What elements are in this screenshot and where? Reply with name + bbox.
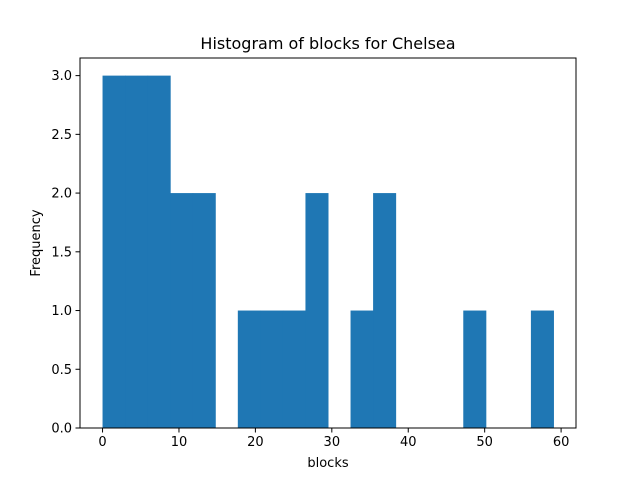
- x-tick-label: 0: [98, 435, 106, 450]
- histogram-bar-0: [102, 75, 126, 428]
- y-axis-label: Frequency: [29, 209, 44, 276]
- y-axis-ticks: 0.0 0.5 1.0 1.5 2.0 2.5 3.0: [51, 69, 80, 437]
- x-axis-label: blocks: [307, 456, 348, 471]
- x-tick-label: 30: [324, 435, 341, 450]
- y-tick-label: 1.5: [51, 245, 72, 260]
- y-tick-label: 0.0: [51, 422, 72, 437]
- x-tick-label: 50: [476, 435, 493, 450]
- x-tick-label: 20: [247, 435, 264, 450]
- y-tick-label: 0.5: [51, 363, 72, 378]
- histogram-bar-6: [237, 310, 261, 428]
- y-tick-label: 1.0: [51, 304, 72, 319]
- histogram-bar-7: [260, 310, 284, 428]
- bars-group: [102, 75, 554, 428]
- histogram-bar-19: [530, 310, 554, 428]
- plot-frame: [79, 57, 577, 429]
- x-tick-label: 10: [171, 435, 188, 450]
- histogram-bar-16: [463, 310, 487, 428]
- y-tick-label: 2.0: [51, 187, 72, 202]
- histogram-bar-9: [305, 193, 329, 428]
- y-tick-label: 2.5: [51, 128, 72, 143]
- histogram-bar-4: [192, 193, 216, 428]
- x-tick-label: 60: [553, 435, 570, 450]
- y-tick-label: 3.0: [51, 69, 72, 84]
- histogram-bar-2: [147, 75, 171, 428]
- histogram-bar-8: [282, 310, 306, 428]
- histogram-bar-3: [170, 193, 194, 428]
- histogram-bar-1: [125, 75, 149, 428]
- histogram-bar-11: [350, 310, 374, 428]
- x-tick-label: 40: [400, 435, 417, 450]
- chart-title: Histogram of blocks for Chelsea: [200, 34, 455, 53]
- x-axis-ticks: 0 10 20 30 40 50 60: [98, 428, 569, 450]
- histogram-bar-12: [373, 193, 397, 428]
